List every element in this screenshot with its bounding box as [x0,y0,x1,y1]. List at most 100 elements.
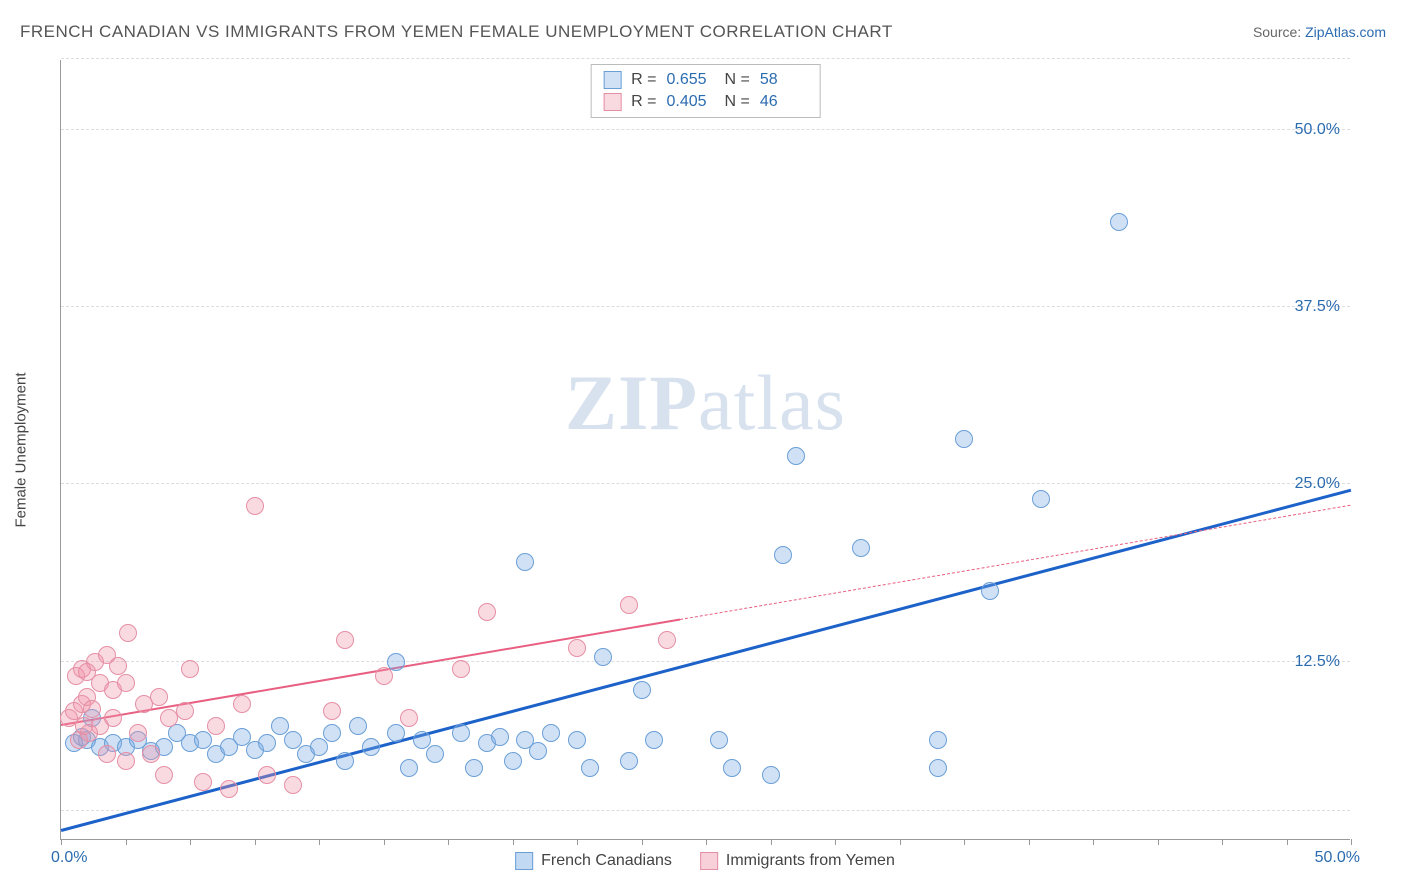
chart-header: FRENCH CANADIAN VS IMMIGRANTS FROM YEMEN… [20,22,1386,42]
scatter-point [83,700,101,718]
scatter-point [762,766,780,784]
x-axis-end-label: 50.0% [1315,849,1360,867]
scatter-point [852,539,870,557]
scatter-point [491,728,509,746]
scatter-point [387,653,405,671]
y-tick-label: 25.0% [1295,475,1340,493]
grid-line [61,58,1350,59]
x-tick [513,839,514,845]
scatter-point [400,759,418,777]
scatter-point [645,731,663,749]
chart-title: FRENCH CANADIAN VS IMMIGRANTS FROM YEMEN… [20,22,893,42]
x-tick [900,839,901,845]
stat-r-value: 0.405 [667,93,715,111]
scatter-point [774,546,792,564]
stats-legend-row: R =0.405N =46 [603,91,808,113]
watermark-atlas: atlas [698,359,846,446]
scatter-point [981,582,999,600]
scatter-point [246,497,264,515]
scatter-point [176,702,194,720]
scatter-point [109,657,127,675]
scatter-point [452,660,470,678]
x-tick [1287,839,1288,845]
scatter-point [194,773,212,791]
scatter-point [387,724,405,742]
scatter-point [426,745,444,763]
stat-n-label: N = [725,71,750,89]
legend-swatch [603,71,621,89]
x-tick [835,839,836,845]
legend-item: Immigrants from Yemen [700,852,895,870]
grid-line [61,306,1350,307]
x-tick [1029,839,1030,845]
grid-line [61,129,1350,130]
scatter-point [568,731,586,749]
legend-swatch [700,852,718,870]
scatter-point [787,447,805,465]
source-link[interactable]: ZipAtlas.com [1305,24,1386,40]
scatter-point [233,695,251,713]
legend-label: French Canadians [541,852,672,870]
source-attribution: Source: ZipAtlas.com [1253,24,1386,40]
x-tick [1351,839,1352,845]
scatter-point [465,759,483,777]
scatter-point [542,724,560,742]
scatter-point [349,717,367,735]
x-tick [577,839,578,845]
scatter-point [929,759,947,777]
y-tick-label: 12.5% [1295,653,1340,671]
scatter-point [581,759,599,777]
chart-area: ZIPatlas Female Unemployment 0.0% 50.0% … [60,60,1350,840]
x-tick [706,839,707,845]
stat-r-label: R = [631,93,656,111]
scatter-point [142,745,160,763]
scatter-point [155,766,173,784]
stat-n-label: N = [725,93,750,111]
stats-legend: R =0.655N =58R =0.405N =46 [590,64,821,118]
stats-legend-row: R =0.655N =58 [603,69,808,91]
x-tick [642,839,643,845]
grid-line [61,810,1350,811]
x-tick [1222,839,1223,845]
x-axis-start-label: 0.0% [51,849,87,867]
scatter-point [336,752,354,770]
scatter-point [117,752,135,770]
scatter-point [710,731,728,749]
scatter-point [452,724,470,742]
plot-region: ZIPatlas Female Unemployment 0.0% 50.0% … [60,60,1350,840]
scatter-point [1110,213,1128,231]
scatter-point [284,776,302,794]
scatter-point [117,674,135,692]
scatter-point [104,709,122,727]
y-axis-label: Female Unemployment [13,372,30,527]
scatter-point [375,667,393,685]
y-tick-label: 50.0% [1295,121,1340,139]
legend-label: Immigrants from Yemen [726,852,895,870]
x-tick [190,839,191,845]
stat-n-value: 58 [760,71,808,89]
scatter-point [362,738,380,756]
scatter-point [478,603,496,621]
legend-item: French Canadians [515,852,672,870]
x-tick [319,839,320,845]
scatter-point [150,688,168,706]
scatter-point [594,648,612,666]
x-tick [61,839,62,845]
scatter-point [129,724,147,742]
scatter-point [336,631,354,649]
source-prefix: Source: [1253,24,1305,40]
legend-swatch [603,93,621,111]
scatter-point [310,738,328,756]
scatter-point [529,742,547,760]
stat-r-value: 0.655 [667,71,715,89]
scatter-point [658,631,676,649]
series-legend: French Canadians Immigrants from Yemen [515,852,895,870]
scatter-point [258,734,276,752]
scatter-point [98,745,116,763]
scatter-point [504,752,522,770]
x-tick [771,839,772,845]
scatter-point [723,759,741,777]
legend-swatch [515,852,533,870]
scatter-point [929,731,947,749]
scatter-point [220,780,238,798]
